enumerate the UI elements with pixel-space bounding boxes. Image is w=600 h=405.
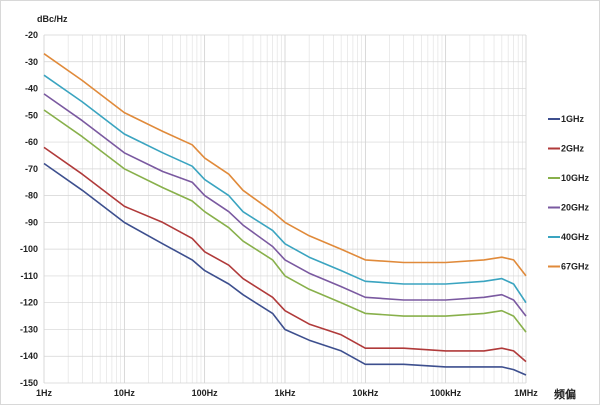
- y-tick-label: -110: [20, 271, 38, 281]
- y-tick-label: -130: [20, 324, 38, 334]
- y-tick-label: -150: [20, 378, 38, 388]
- y-axis-unit-label: dBc/Hz: [37, 14, 68, 24]
- x-tick-label: 100Hz: [192, 388, 219, 398]
- x-axis: 1Hz 10Hz 100Hz 1kHz 10kHz 100kHz 1MHz: [36, 388, 538, 398]
- series-line-67GHz: [43, 53, 527, 277]
- legend-label-20GHz: 20GHz: [561, 203, 590, 213]
- x-tick-label: 1MHz: [514, 388, 538, 398]
- y-tick-label: -40: [25, 84, 38, 94]
- series-line-1GHz: [43, 162, 527, 376]
- series-line-40GHz: [43, 74, 527, 304]
- y-tick-label: -90: [25, 217, 38, 227]
- y-tick-label: -120: [20, 298, 38, 308]
- legend: 1GHz 2GHz 10GHz 20GHz 40GHz 67GHz: [548, 114, 590, 272]
- y-tick-label: -80: [25, 191, 38, 201]
- series-line-2GHz: [43, 146, 527, 363]
- y-tick-label: -100: [20, 244, 38, 254]
- y-tick-label: -140: [20, 351, 38, 361]
- legend-label-1GHz: 1GHz: [561, 114, 585, 124]
- x-tick-label: 10kHz: [352, 388, 379, 398]
- x-tick-label: 100kHz: [430, 388, 462, 398]
- y-tick-label: -20: [25, 30, 38, 40]
- y-axis: -20 -30 -40 -50 -60 -70 -80 -90 -100 -110 -120 -130…: [20, 30, 38, 388]
- legend-label-2GHz: 2GHz: [561, 144, 585, 154]
- y-tick-label: -30: [25, 57, 38, 67]
- x-axis-title: 频偏: [554, 387, 576, 401]
- legend-label-40GHz: 40GHz: [561, 232, 590, 242]
- y-tick-label: -60: [25, 137, 38, 147]
- x-tick-label: 1kHz: [274, 388, 296, 398]
- x-tick-label: 10Hz: [114, 388, 136, 398]
- series-line-10GHz: [43, 109, 527, 333]
- x-tick-label: 1Hz: [36, 388, 53, 398]
- legend-label-10GHz: 10GHz: [561, 173, 590, 183]
- y-tick-label: -50: [25, 110, 38, 120]
- legend-label-67GHz: 67GHz: [561, 262, 590, 272]
- y-tick-label: -70: [25, 164, 38, 174]
- series-group: [43, 53, 527, 376]
- series-line-20GHz: [43, 93, 527, 317]
